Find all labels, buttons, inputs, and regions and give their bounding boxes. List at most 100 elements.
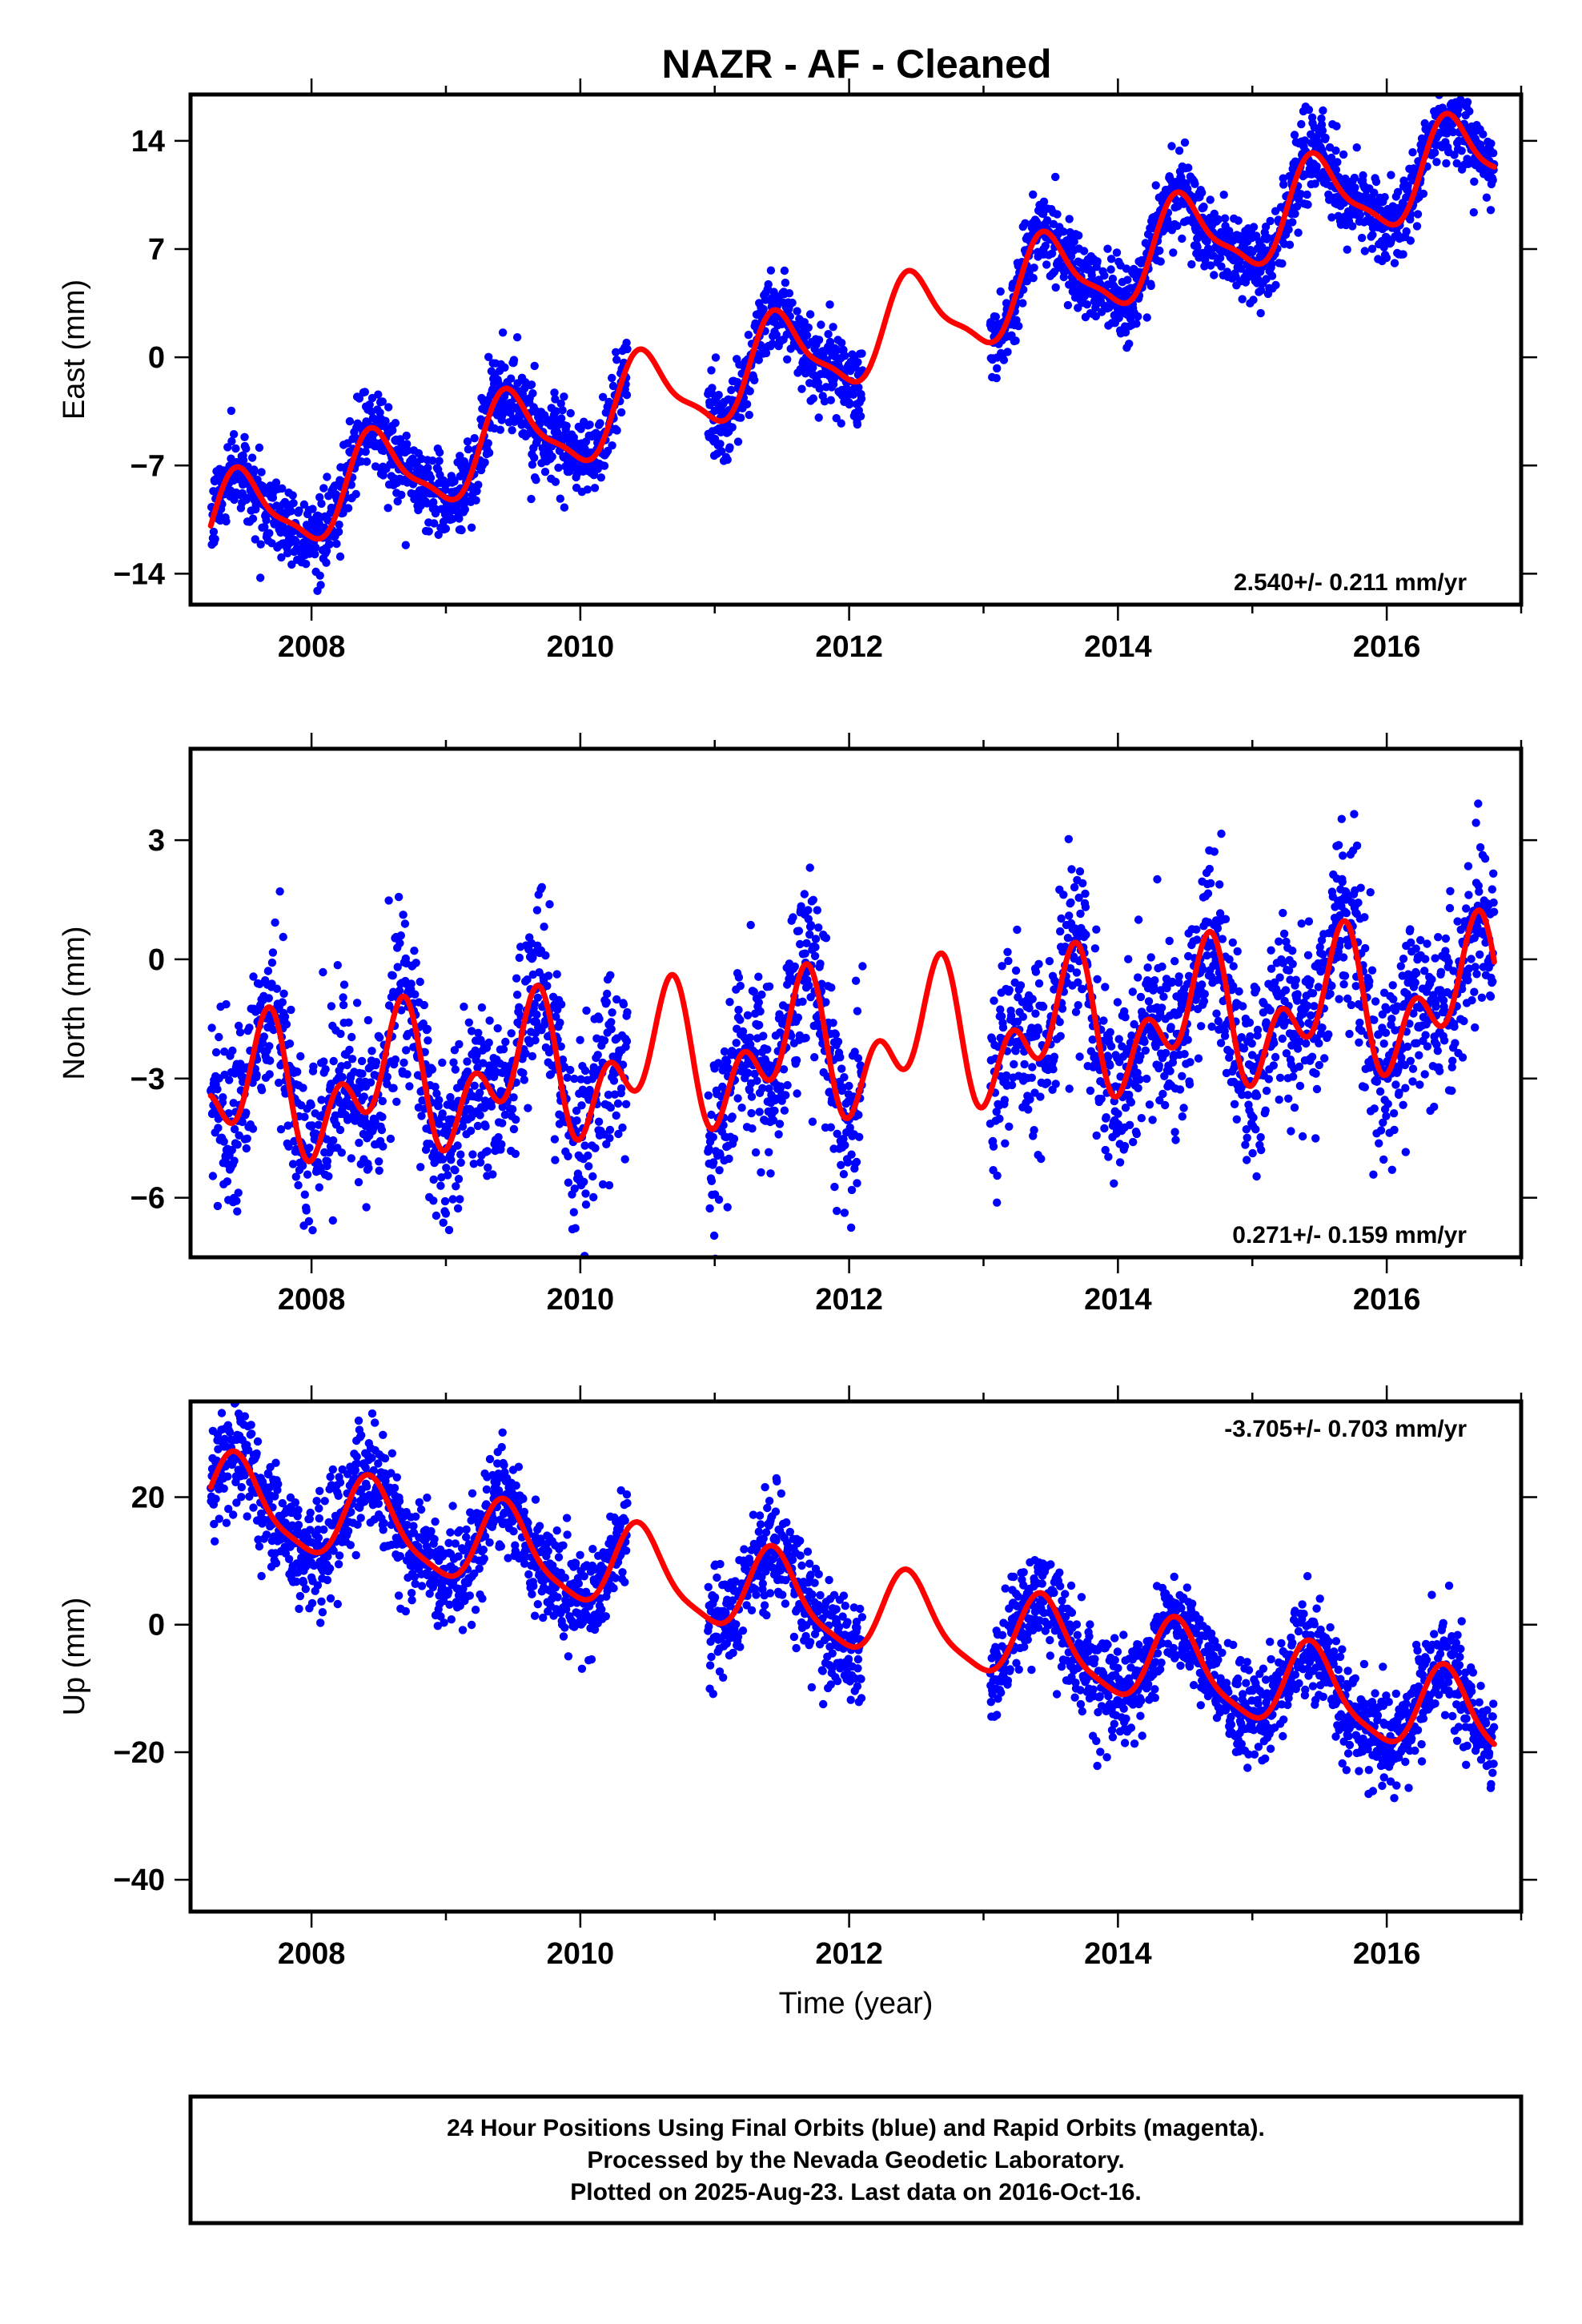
north-point: [508, 1104, 517, 1114]
east-point: [754, 356, 763, 364]
east-point: [1091, 312, 1101, 321]
north-point: [215, 1032, 223, 1042]
north-point: [317, 1096, 326, 1104]
east-point: [435, 448, 444, 457]
east-point: [1419, 189, 1428, 199]
east-point: [612, 356, 621, 364]
north-point: [789, 913, 797, 922]
north-point: [275, 887, 284, 896]
north-point: [386, 1134, 396, 1144]
north-point: [1114, 1120, 1123, 1129]
north-point: [420, 1000, 428, 1010]
north-point: [484, 1163, 492, 1172]
north-point: [296, 1051, 305, 1061]
east-point: [1126, 314, 1135, 324]
north-point: [1058, 1004, 1067, 1013]
east-point: [596, 419, 604, 428]
east-point: [381, 416, 390, 425]
north-point: [1216, 1039, 1226, 1047]
north-point: [283, 1121, 292, 1130]
north-point: [407, 979, 416, 988]
north-point: [463, 1067, 472, 1076]
east-point: [397, 490, 406, 500]
north-point: [1049, 1065, 1058, 1074]
east-point: [560, 503, 569, 512]
north-point: [347, 1154, 355, 1163]
east-point: [824, 330, 833, 339]
north-point: [1243, 1156, 1251, 1164]
east-point: [1304, 105, 1314, 115]
east-point: [283, 549, 292, 557]
east-point: [1350, 173, 1359, 183]
north-point: [1178, 1072, 1186, 1081]
north-point: [564, 1178, 573, 1187]
east-point: [1489, 149, 1498, 158]
north-point: [1183, 1035, 1192, 1044]
north-point: [449, 1058, 458, 1067]
east-point: [1146, 281, 1155, 291]
north-point: [800, 890, 809, 899]
north-point: [1135, 1075, 1144, 1084]
north-point: [763, 1045, 772, 1054]
north-point: [552, 1012, 560, 1021]
east-point: [476, 415, 485, 424]
east-point: [402, 431, 411, 440]
east-point: [804, 323, 813, 332]
east-frame: [188, 92, 1524, 607]
north-point: [1243, 1133, 1251, 1143]
north-point: [383, 1072, 391, 1081]
north-point: [472, 1051, 481, 1059]
north-point: [278, 998, 287, 1007]
north-point: [1124, 955, 1133, 963]
north-point: [1092, 1131, 1101, 1140]
north-point: [853, 1007, 862, 1015]
north-point: [1221, 915, 1231, 923]
north-point: [252, 1070, 261, 1080]
east-point: [612, 426, 621, 435]
north-point: [829, 1019, 837, 1027]
north-point: [498, 1103, 507, 1112]
north-point: [425, 1140, 434, 1148]
north-point: [476, 1158, 485, 1167]
east-point: [1348, 222, 1357, 231]
north-point: [798, 997, 807, 1007]
north-point: [1057, 914, 1066, 923]
east-x-tick-label: 2008: [278, 630, 346, 664]
east-point: [583, 485, 592, 494]
north-point: [328, 1216, 337, 1225]
east-point: [1303, 200, 1312, 209]
north-point: [846, 1223, 856, 1232]
east-point: [612, 348, 620, 356]
east-point: [1108, 274, 1118, 283]
north-point: [225, 1076, 234, 1084]
north-point: [563, 1073, 572, 1082]
east-point: [585, 420, 594, 429]
east-point: [532, 436, 542, 445]
north-point: [816, 959, 825, 968]
north-point: [271, 918, 279, 927]
east-point: [460, 505, 469, 514]
east-point: [764, 279, 773, 289]
north-point: [1158, 962, 1166, 971]
north-point: [453, 1141, 462, 1150]
north-point: [1106, 1061, 1114, 1070]
north-point: [558, 1055, 568, 1064]
north-point: [322, 1135, 331, 1144]
north-point: [1028, 1063, 1037, 1072]
north-point: [851, 976, 861, 985]
east-point: [1051, 283, 1060, 292]
north-point: [265, 1042, 274, 1051]
north-point: [219, 1137, 228, 1146]
north-point: [723, 1057, 732, 1067]
north-point: [707, 1176, 717, 1186]
east-point: [265, 529, 274, 537]
east-point: [1331, 146, 1340, 155]
north-point: [1006, 1011, 1016, 1020]
east-point: [1284, 225, 1293, 234]
north-point: [357, 1056, 367, 1066]
north-point: [1082, 931, 1090, 939]
north-point: [1174, 978, 1183, 987]
east-point: [1018, 299, 1027, 308]
north-point: [754, 972, 763, 981]
